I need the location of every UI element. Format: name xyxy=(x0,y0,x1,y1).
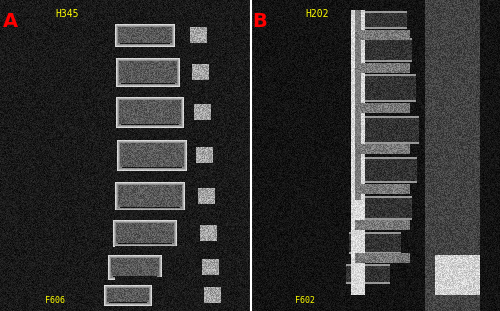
Text: H202: H202 xyxy=(306,9,329,19)
Text: A: A xyxy=(2,12,18,31)
Text: B: B xyxy=(252,12,267,31)
Text: F602: F602 xyxy=(295,296,315,305)
Text: H345: H345 xyxy=(56,9,79,19)
Text: F606: F606 xyxy=(45,296,65,305)
